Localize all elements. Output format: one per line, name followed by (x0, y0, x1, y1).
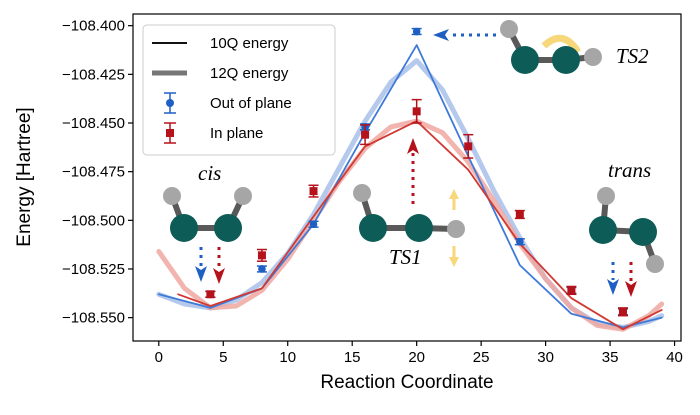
legend-box (142, 24, 336, 156)
x-tick-label: 40 (666, 349, 683, 366)
data-point-in-plane (205, 290, 216, 299)
y-tick-label: −108.475 (62, 164, 125, 181)
ts1-molecule-icon (353, 184, 465, 267)
y-tick-label: −108.425 (62, 66, 125, 83)
legend-label-12q: 12Q energy (210, 65, 289, 82)
ts2-blue-arrow-icon (433, 29, 496, 41)
data-point-in-plane (617, 307, 628, 317)
x-tick-label: 30 (537, 349, 554, 366)
x-tick-label: 5 (219, 349, 227, 366)
data-point-in-plane (463, 133, 474, 159)
data-point-in-plane (360, 124, 371, 146)
y-axis-ticks: −108.400 −108.425 −108.450 −108.475 −108.500… (62, 18, 133, 327)
ts1-red-arrow-icon (407, 138, 419, 204)
data-point-out-of-plane (411, 27, 422, 36)
ts1-label: TS1 (389, 245, 422, 269)
legend-swatch-out-of-plane (164, 92, 176, 114)
data-point-out-of-plane (308, 220, 319, 229)
data-point-out-of-plane (514, 237, 525, 246)
y-tick-label: −108.525 (62, 261, 125, 278)
cis-molecule-icon (163, 187, 252, 242)
data-points (205, 27, 628, 317)
legend-label-in-plane: In plane (210, 125, 263, 142)
x-tick-label: 0 (155, 349, 163, 366)
plot-frame (132, 13, 682, 342)
x-tick-label: 10 (279, 349, 296, 366)
data-point-in-plane (514, 209, 525, 220)
legend: 10Q energy 12Q energy Out of plane In pl… (142, 24, 336, 156)
y-tick-label: −108.550 (62, 310, 125, 327)
y-axis-title: Energy [Hartree] (14, 107, 35, 246)
ts2-molecule-icon (500, 20, 602, 74)
trans-blue-arrow-icon (607, 262, 619, 295)
x-axis-ticks: 0 5 10 15 20 25 30 35 40 (155, 341, 683, 366)
ts2-label: TS2 (616, 44, 649, 68)
data-point-in-plane (411, 98, 422, 124)
legend-label-out-of-plane: Out of plane (210, 95, 292, 112)
pointer-arrows (195, 29, 637, 297)
x-tick-label: 25 (473, 349, 490, 366)
x-tick-label: 20 (408, 349, 425, 366)
cis-label: cis (198, 161, 221, 185)
rotation-arc-icon (541, 34, 581, 54)
data-point-in-plane (566, 285, 577, 296)
y-tick-label: −108.400 (62, 18, 125, 35)
x-tick-label: 15 (344, 349, 361, 366)
trans-label: trans (608, 158, 651, 182)
data-point-in-plane (256, 248, 267, 262)
data-point-in-plane (308, 184, 319, 198)
trans-molecule-icon (589, 187, 664, 273)
cis-red-arrow-icon (213, 247, 225, 284)
cis-blue-arrow-icon (195, 247, 207, 282)
x-axis-title: Reaction Coordinate (320, 372, 493, 393)
molecule-illustrations (163, 20, 664, 273)
data-point-out-of-plane (256, 265, 267, 273)
x-tick-label: 35 (602, 349, 619, 366)
y-tick-label: −108.450 (62, 115, 125, 132)
y-tick-label: −108.500 (62, 212, 125, 229)
legend-label-10q: 10Q energy (210, 35, 289, 52)
energy-curves (156, 44, 665, 332)
trans-red-arrow-icon (625, 262, 637, 297)
legend-swatch-in-plane (164, 122, 176, 144)
